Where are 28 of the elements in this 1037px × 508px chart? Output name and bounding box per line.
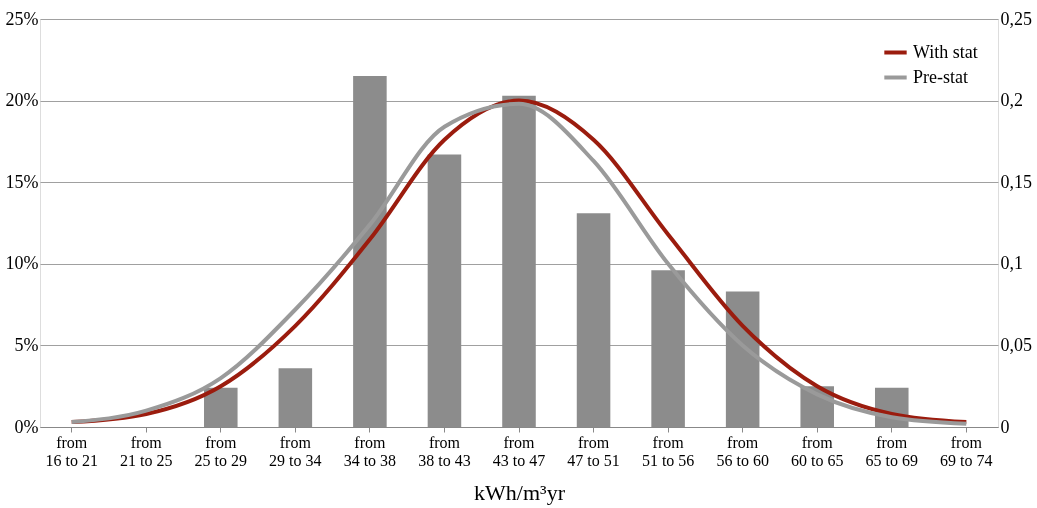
y2-tick-label: 0,05	[1000, 334, 1032, 355]
y2-tick-label: 0,1	[1000, 253, 1023, 274]
x-tick-label: from 38 to 43	[418, 433, 471, 469]
y2-tick-label: 0	[1000, 416, 1010, 437]
x-tick-label: from 21 to 25	[120, 433, 173, 469]
x-tick-label: from 29 to 34	[269, 433, 322, 469]
y-tick-label: 20%	[5, 90, 39, 111]
x-tick-label: from 56 to 60	[716, 433, 769, 469]
x-tick-label: from 47 to 51	[567, 433, 620, 469]
legend-label: With stat	[913, 41, 978, 62]
x-tick-label: from 43 to 47	[492, 433, 546, 469]
y-tick-label: 15%	[5, 171, 39, 192]
legend-label: Pre-stat	[913, 66, 968, 87]
x-tick-label: from 51 to 56	[641, 433, 695, 469]
y-tick-label: 10%	[5, 253, 39, 274]
y2-tick-label: 0,2	[1000, 90, 1023, 111]
x-tick-label: from 16 to 21	[45, 433, 98, 469]
y2-tick-label: 0,15	[1000, 171, 1032, 192]
x-tick-label: from 69 to 74	[940, 433, 993, 469]
x-tick-label: from 34 to 38	[343, 433, 397, 469]
x-tick-label: from 25 to 29	[194, 433, 248, 469]
x-tick-label: from 65 to 69	[865, 433, 918, 469]
y-tick-label: 25%	[5, 8, 39, 29]
y2-tick-label: 0,25	[1000, 8, 1032, 29]
y-tick-label: 0%	[14, 416, 39, 437]
y-tick-label: 5%	[14, 334, 39, 355]
x-axis-title: kWh/m³yr	[474, 479, 566, 505]
x-tick-label: from 60 to 65	[790, 433, 844, 469]
